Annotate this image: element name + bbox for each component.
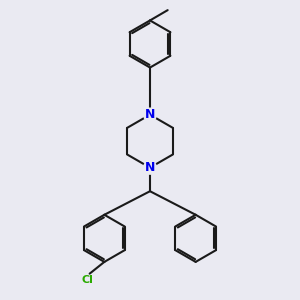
Circle shape bbox=[143, 108, 157, 121]
Text: N: N bbox=[145, 161, 155, 174]
Text: Cl: Cl bbox=[81, 275, 93, 285]
Circle shape bbox=[143, 161, 157, 174]
Text: N: N bbox=[145, 108, 155, 121]
